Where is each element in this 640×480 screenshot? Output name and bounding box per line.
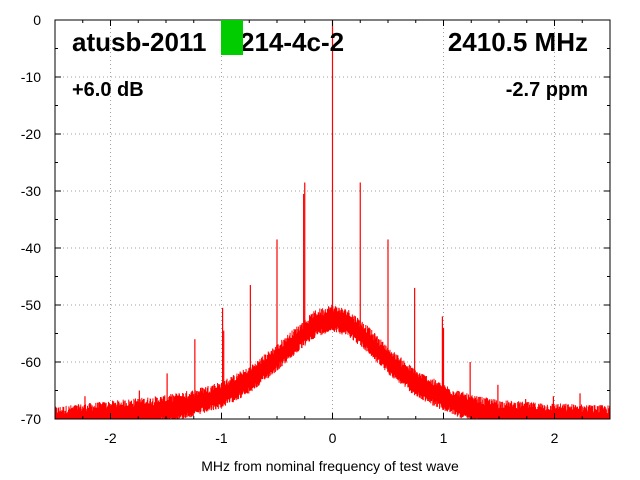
y-tick-label: -50 (21, 297, 41, 313)
x-tick-label: 1 (440, 430, 448, 446)
x-tick-label: -1 (215, 430, 228, 446)
x-tick-label: 0 (329, 430, 337, 446)
y-tick-label: -70 (21, 411, 41, 427)
x-tick-labels: -2 -1 0 1 2 (104, 430, 558, 446)
device-suffix-label: 214-4c-2 (240, 27, 344, 57)
y-tick-label: -30 (21, 183, 41, 199)
peak-series (84, 20, 581, 417)
y-tick-label: -60 (21, 354, 41, 370)
x-axis-label: MHz from nominal frequency of test wave (201, 458, 459, 474)
offset-label: -2.7 ppm (506, 79, 588, 101)
x-tick-label: 2 (551, 430, 559, 446)
status-marker (221, 20, 243, 55)
y-tick-label: 0 (33, 12, 41, 28)
x-tick-label: -2 (104, 430, 117, 446)
frequency-label: 2410.5 MHz (448, 27, 588, 57)
y-tick-label: -10 (21, 69, 41, 85)
gain-label: +6.0 dB (72, 79, 144, 101)
axis-ticks (54, 19, 611, 420)
y-tick-labels: 0 -10 -20 -30 -40 -50 -60 -70 (21, 12, 41, 427)
device-name-label: atusb-2011 (72, 27, 206, 57)
y-tick-label: -20 (21, 126, 41, 142)
y-tick-label: -40 (21, 240, 41, 256)
